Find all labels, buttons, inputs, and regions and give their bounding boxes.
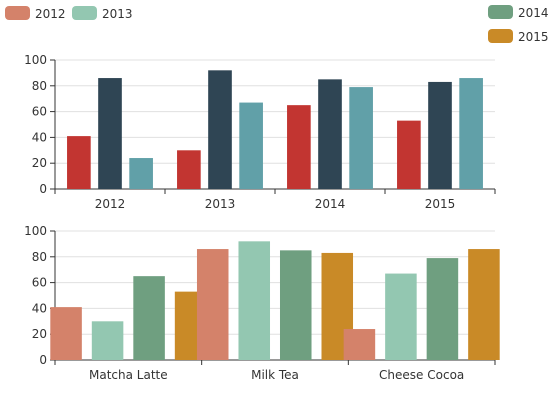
- bar-cheese-cocoa-s1[interactable]: [385, 273, 417, 360]
- y-tick-label: 100: [24, 53, 47, 67]
- x-tick-label: Cheese Cocoa: [379, 368, 464, 382]
- y-tick-label: 60: [32, 276, 47, 290]
- bar-cheese-cocoa-s3[interactable]: [468, 249, 500, 360]
- x-tick-label: 2014: [315, 197, 346, 211]
- bar-2014-s2[interactable]: [349, 87, 373, 189]
- y-tick-label: 0: [39, 353, 47, 367]
- bar-matcha-latte-s1[interactable]: [91, 321, 124, 360]
- y-tick-label: 40: [32, 130, 47, 144]
- bar-2013-s1[interactable]: [208, 70, 232, 189]
- x-tick-label: Milk Tea: [251, 368, 299, 382]
- legend-item-2015[interactable]: 2015: [488, 29, 549, 44]
- legend-swatch: [72, 6, 97, 20]
- bar-milk-tea-s0[interactable]: [196, 249, 229, 360]
- bar-matcha-latte-s2[interactable]: [133, 276, 165, 360]
- x-tick-label: 2013: [205, 197, 236, 211]
- bar-2012-s1[interactable]: [98, 78, 122, 189]
- legend-item-2014[interactable]: 2014: [488, 5, 549, 20]
- legend-item-2013[interactable]: 2013: [72, 6, 133, 21]
- x-tick-label: 2012: [95, 197, 126, 211]
- legend[interactable]: 2012 2013 2014 2015: [5, 5, 549, 44]
- x-tick-label: Matcha Latte: [89, 368, 168, 382]
- bar-2013-s2[interactable]: [239, 102, 263, 189]
- bar-2014-s0[interactable]: [287, 105, 311, 189]
- legend-label: 2012: [35, 7, 66, 21]
- bar-cheese-cocoa-s2[interactable]: [426, 258, 459, 360]
- bar-2012-s2[interactable]: [129, 158, 153, 189]
- legend-swatch: [488, 29, 513, 43]
- y-tick-label: 0: [39, 182, 47, 196]
- legend-label: 2014: [518, 6, 549, 20]
- y-tick-label: 80: [32, 79, 47, 93]
- y-tick-label: 40: [32, 301, 47, 315]
- y-tick-label: 20: [32, 327, 47, 341]
- bar-cheese-cocoa-s0[interactable]: [343, 329, 376, 360]
- bar-2014-s1[interactable]: [318, 79, 342, 189]
- bar-milk-tea-s2[interactable]: [279, 250, 312, 360]
- legend-swatch: [488, 5, 513, 19]
- legend-item-2012[interactable]: 2012: [5, 6, 66, 21]
- bar-matcha-latte-s0[interactable]: [50, 307, 82, 360]
- bar-2013-s0[interactable]: [177, 150, 201, 189]
- legend-label: 2015: [518, 30, 549, 44]
- bar-2015-s0[interactable]: [397, 120, 421, 189]
- bar-2012-s0[interactable]: [67, 136, 91, 189]
- y-tick-label: 20: [32, 156, 47, 170]
- y-tick-label: 100: [24, 224, 47, 238]
- legend-swatch: [5, 6, 30, 20]
- bar-2015-s2[interactable]: [459, 78, 483, 189]
- bar-2015-s1[interactable]: [428, 81, 452, 189]
- legend-label: 2013: [102, 7, 133, 21]
- bar-milk-tea-s1[interactable]: [238, 241, 271, 360]
- chart-bottom: 0 20 40 60 80 100 Matcha Latte Milk Tea Cheese C…: [24, 224, 500, 382]
- x-tick-label: 2015: [425, 197, 456, 211]
- y-tick-label: 60: [32, 105, 47, 119]
- chart-top: 0 20 40 60 80 100 2012 2013 2014 2015: [24, 53, 496, 211]
- y-tick-label: 80: [32, 250, 47, 264]
